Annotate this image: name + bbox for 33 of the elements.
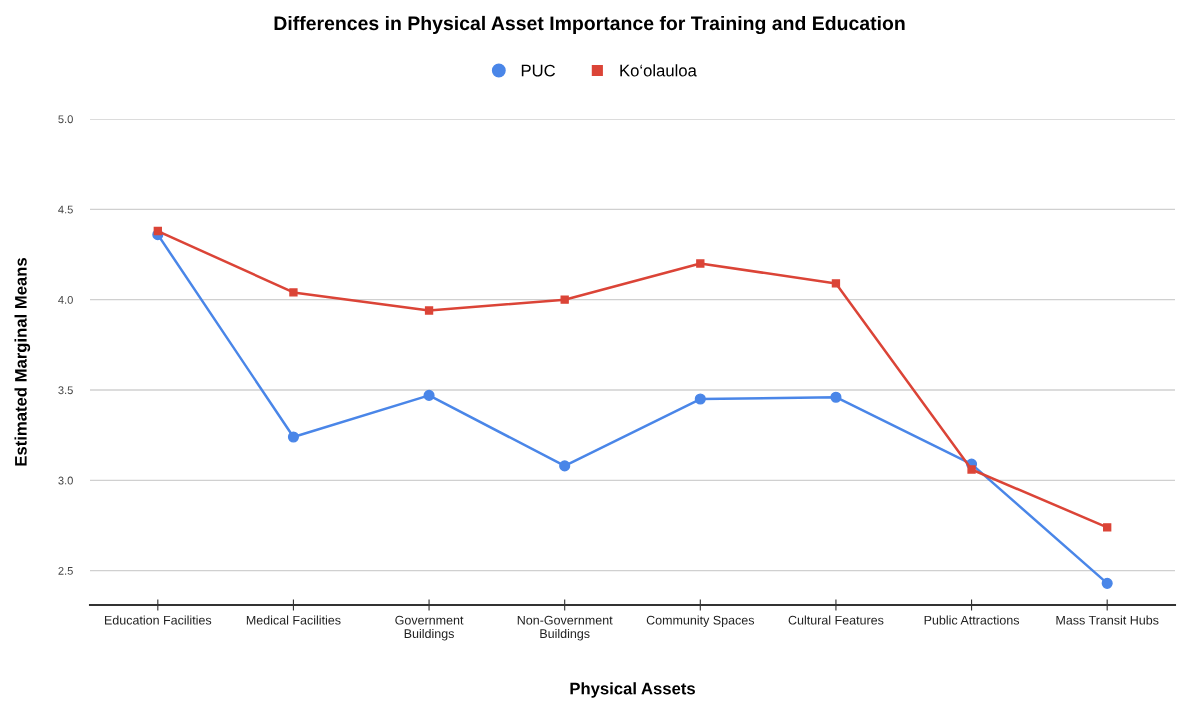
chart-title: Differences in Physical Asset Importance for Training and Education: [274, 15, 905, 35]
x-tick-label: Government Buildings: [395, 615, 464, 641]
point: [560, 295, 569, 304]
point: [696, 259, 705, 268]
point: [1103, 523, 1112, 532]
y-axis-title: Estimated Marginal Means: [14, 258, 31, 466]
point: [424, 306, 434, 315]
y-tick-label: 3.5: [58, 386, 73, 395]
x-tick-label: Cultural Features: [788, 615, 884, 625]
y-tick-label: 5.0: [58, 115, 73, 124]
y-tick-label: 2.5: [58, 566, 73, 575]
x-tick-label: Community Spaces: [646, 615, 755, 628]
x-tick-label: Medical Facilities: [246, 615, 341, 625]
legend-label: Ko‘olauloa: [620, 64, 697, 77]
y-tick-label: 3.0: [58, 476, 73, 485]
x-tick-label: Education Facilities: [105, 615, 212, 625]
point: [831, 279, 841, 288]
y-tick-label: 4.5: [58, 205, 73, 214]
x-tick-label: Public Attractions: [924, 615, 1020, 625]
point: [1101, 577, 1113, 589]
x-axis-title: Physical Assets: [570, 682, 695, 698]
point: [423, 389, 435, 401]
point: [559, 460, 571, 472]
x-tick-label: Non-Government Buildings: [517, 615, 613, 641]
point: [289, 288, 298, 297]
point: [153, 226, 162, 236]
y-tick-label: 4.0: [58, 295, 73, 304]
legend-label: PUC: [521, 64, 556, 77]
point: [967, 465, 976, 474]
point: [287, 431, 299, 443]
point: [830, 391, 842, 403]
x-tick-label: Mass Transit Hubs: [1056, 615, 1159, 625]
point: [694, 393, 706, 405]
